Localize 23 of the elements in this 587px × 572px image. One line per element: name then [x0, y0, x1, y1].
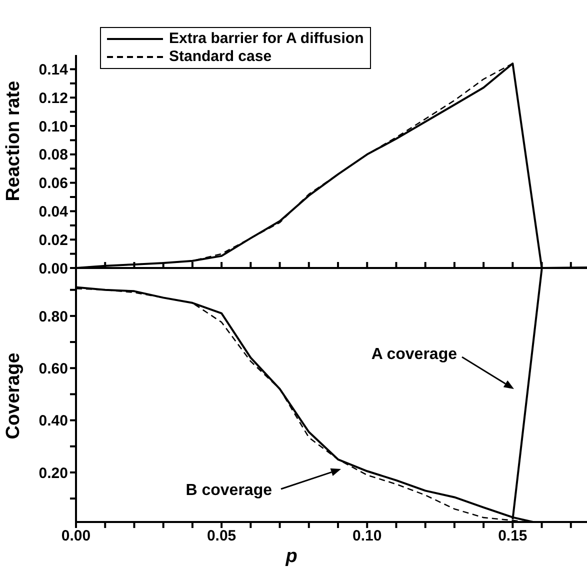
legend-label: Standard case — [169, 48, 272, 65]
annotation: A coverage — [371, 346, 458, 363]
x-tick-label: 0.10 — [352, 528, 382, 545]
y-tick-label: 0.00 — [38, 260, 68, 278]
x-tick-label: 0.00 — [61, 528, 91, 545]
legend-label: Extra barrier for A diffusion — [169, 30, 364, 47]
x-tick-label: 0.15 — [498, 528, 528, 545]
y-tick-label: 0.08 — [38, 146, 68, 164]
y-axis-title: Reaction rate — [3, 80, 24, 201]
y-tick-label: 0.04 — [38, 204, 69, 221]
y-tick-label: 0.10 — [38, 118, 68, 136]
y-tick-label: 0.02 — [38, 232, 68, 249]
y-tick-label: 0.80 — [38, 308, 68, 326]
annotation: B coverage — [186, 482, 272, 499]
y-tick-label: 0.20 — [38, 464, 68, 482]
y-tick-label: 0.60 — [38, 360, 68, 378]
y-axis-title: Coverage — [3, 352, 24, 439]
y-tick-label: 0.12 — [38, 90, 68, 107]
y-tick-label: 0.14 — [38, 62, 69, 79]
x-axis-title: p — [286, 546, 298, 567]
y-tick-label: 0.06 — [38, 175, 68, 192]
y-tick-label: 0.40 — [38, 412, 68, 430]
x-tick-label: 0.05 — [206, 528, 236, 545]
